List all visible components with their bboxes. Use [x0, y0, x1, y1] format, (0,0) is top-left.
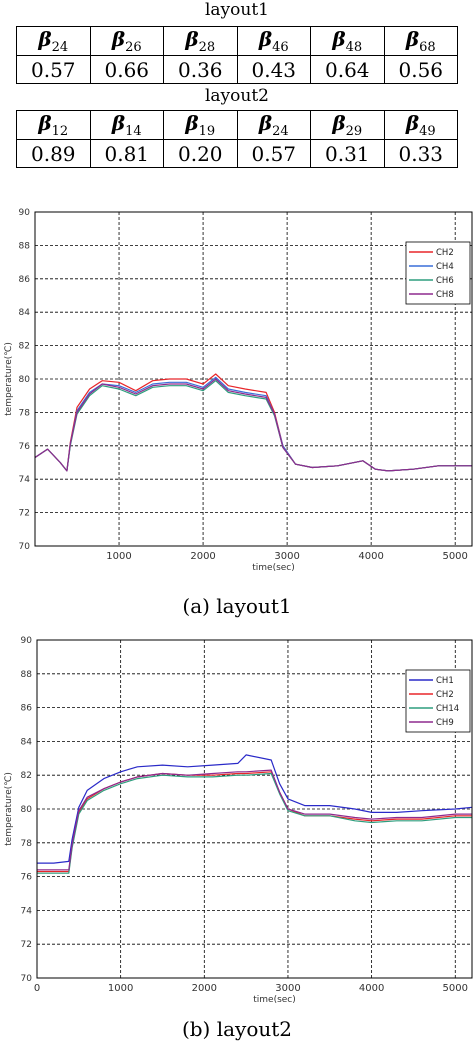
legend-label: CH14 — [436, 704, 459, 714]
y-tick-label: 86 — [21, 704, 33, 714]
y-tick-label: 84 — [21, 737, 33, 747]
table-value-cell: 0.64 — [310, 55, 385, 84]
x-tick-label: 2000 — [190, 551, 215, 562]
table-value-row: 0.89 0.81 0.20 0.57 0.31 0.33 — [16, 139, 458, 168]
x-tick-label: 2000 — [192, 983, 217, 994]
series-line-ch8 — [34, 378, 472, 472]
table-header-row: β24 β26 β28 β46 β48 β68 — [16, 26, 458, 56]
chart1-caption: (a) layout1 — [182, 594, 292, 618]
y-tick-label: 90 — [21, 636, 33, 646]
table-value-cell: 0.81 — [89, 139, 164, 168]
y-tick-label: 78 — [21, 839, 33, 849]
table-header-cell: β24 — [16, 26, 91, 56]
y-tick-label: 90 — [19, 208, 31, 218]
table-header-row: β12 β14 β19 β24 β29 β49 — [16, 110, 458, 140]
y-tick-label: 70 — [19, 542, 31, 552]
table-layout1: β24 β26 β28 β46 β48 β68 0.57 0.66 0.36 0.43 0.64 0… — [16, 26, 458, 84]
table-value-cell: 0.56 — [383, 55, 458, 84]
table-header-cell: β46 — [236, 26, 311, 56]
legend-label: CH1 — [436, 676, 454, 686]
y-tick-label: 86 — [19, 275, 31, 285]
table-header-cell: β19 — [163, 110, 238, 140]
table-header-cell: β49 — [383, 110, 458, 140]
x-axis-label: time(sec) — [253, 995, 296, 1005]
table-layout2: β12 β14 β19 β24 β29 β49 0.89 0.81 0.20 0.57 0.31 0… — [16, 110, 458, 168]
y-tick-label: 76 — [21, 873, 33, 883]
y-tick-label: 78 — [19, 408, 31, 418]
y-axis-label: temperature(℃) — [4, 342, 14, 416]
y-tick-label: 72 — [21, 940, 32, 950]
plot-frame — [36, 639, 473, 979]
table-value-cell: 0.31 — [310, 139, 385, 168]
x-tick-label: 4000 — [358, 551, 383, 562]
series-line-ch14 — [37, 772, 472, 874]
x-tick-label: 1000 — [106, 551, 131, 562]
table-header-cell: β24 — [236, 110, 311, 140]
y-tick-label: 84 — [19, 308, 31, 318]
x-tick-label: 3000 — [274, 551, 299, 562]
legend-label: CH6 — [436, 276, 454, 286]
table-value-cell: 0.36 — [163, 55, 238, 84]
y-tick-label: 80 — [19, 375, 31, 385]
table-header-cell: β29 — [310, 110, 385, 140]
y-tick-label: 76 — [19, 442, 31, 452]
series-line-ch1 — [37, 754, 473, 864]
chart2-caption: (b) layout2 — [181, 1017, 293, 1041]
x-axis-label: time(sec) — [252, 563, 295, 573]
table-value-cell: 0.57 — [16, 55, 91, 84]
table-value-cell: 0.57 — [236, 139, 311, 168]
chart-layout2: 70 72 74 76 78 80 82 84 86 88 90 0 1000 2000 3000 4000 5… — [4, 636, 473, 1005]
y-tick-label: 88 — [19, 241, 31, 251]
table-value-row: 0.57 0.66 0.36 0.43 0.64 0.56 — [16, 55, 458, 84]
y-tick-label: 74 — [21, 906, 33, 916]
table-value-cell: 0.33 — [383, 139, 458, 168]
table-value-cell: 0.43 — [236, 55, 311, 84]
x-tick-label: 1000 — [108, 983, 133, 994]
legend-label: CH8 — [436, 290, 454, 300]
series-line-ch9 — [37, 769, 472, 871]
y-tick-label: 80 — [21, 805, 33, 815]
y-tick-label: 82 — [19, 342, 30, 352]
table-header-cell: β12 — [16, 110, 91, 140]
table-value-cell: 0.66 — [89, 55, 164, 84]
table-header-cell: β26 — [89, 26, 164, 56]
y-axis-label: temperature(℃) — [4, 772, 14, 846]
y-tick-label: 88 — [21, 670, 33, 680]
y-tick-label: 70 — [21, 974, 33, 984]
table-value-cell: 0.89 — [16, 139, 91, 168]
chart-layout1: 70 72 74 76 78 80 82 84 86 88 90 1000 2000 3000 4000 50… — [4, 208, 473, 573]
table-header-cell: β68 — [383, 26, 458, 56]
legend: CH1 CH2 CH14 CH9 — [405, 669, 471, 733]
table1-caption: layout1 — [204, 0, 269, 20]
x-tick-label: 4000 — [359, 983, 384, 994]
table-header-cell: β14 — [89, 110, 164, 140]
x-tick-label: 3000 — [275, 983, 300, 994]
legend-label: CH4 — [436, 262, 454, 272]
plot-frame — [34, 211, 473, 547]
legend-label: CH2 — [436, 248, 454, 258]
x-tick-label: 0 — [34, 983, 40, 994]
table-value-cell: 0.20 — [163, 139, 238, 168]
y-tick-label: 82 — [21, 771, 32, 781]
y-tick-label: 74 — [19, 475, 31, 485]
legend-label: CH9 — [436, 718, 454, 728]
x-tick-label: 5000 — [442, 551, 467, 562]
x-tick-label: 5000 — [443, 983, 468, 994]
table-header-cell: β28 — [163, 26, 238, 56]
legend-label: CH2 — [436, 690, 454, 700]
table2-caption: layout2 — [204, 86, 269, 106]
legend: CH2 CH4 CH6 CH8 — [405, 241, 471, 305]
y-tick-label: 72 — [19, 509, 30, 519]
table-header-cell: β48 — [310, 26, 385, 56]
